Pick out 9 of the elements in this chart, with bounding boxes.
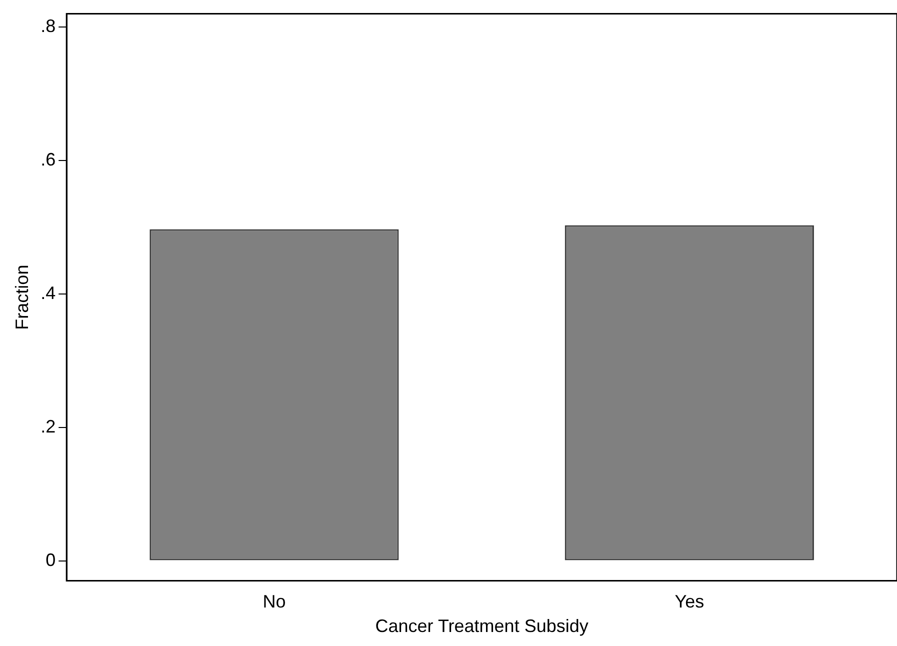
y-tick-label: .4 bbox=[40, 282, 56, 303]
y-axis-title: Fraction bbox=[12, 264, 32, 330]
y-tick-label: 0 bbox=[46, 550, 56, 570]
y-tick-label: .2 bbox=[40, 416, 56, 436]
x-tick-label: No bbox=[262, 592, 286, 612]
y-tick-label: .8 bbox=[40, 16, 56, 36]
x-axis-title: Cancer Treatment Subsidy bbox=[375, 616, 588, 636]
y-tick-label: .6 bbox=[40, 150, 56, 170]
x-tick-label: Yes bbox=[674, 592, 704, 612]
